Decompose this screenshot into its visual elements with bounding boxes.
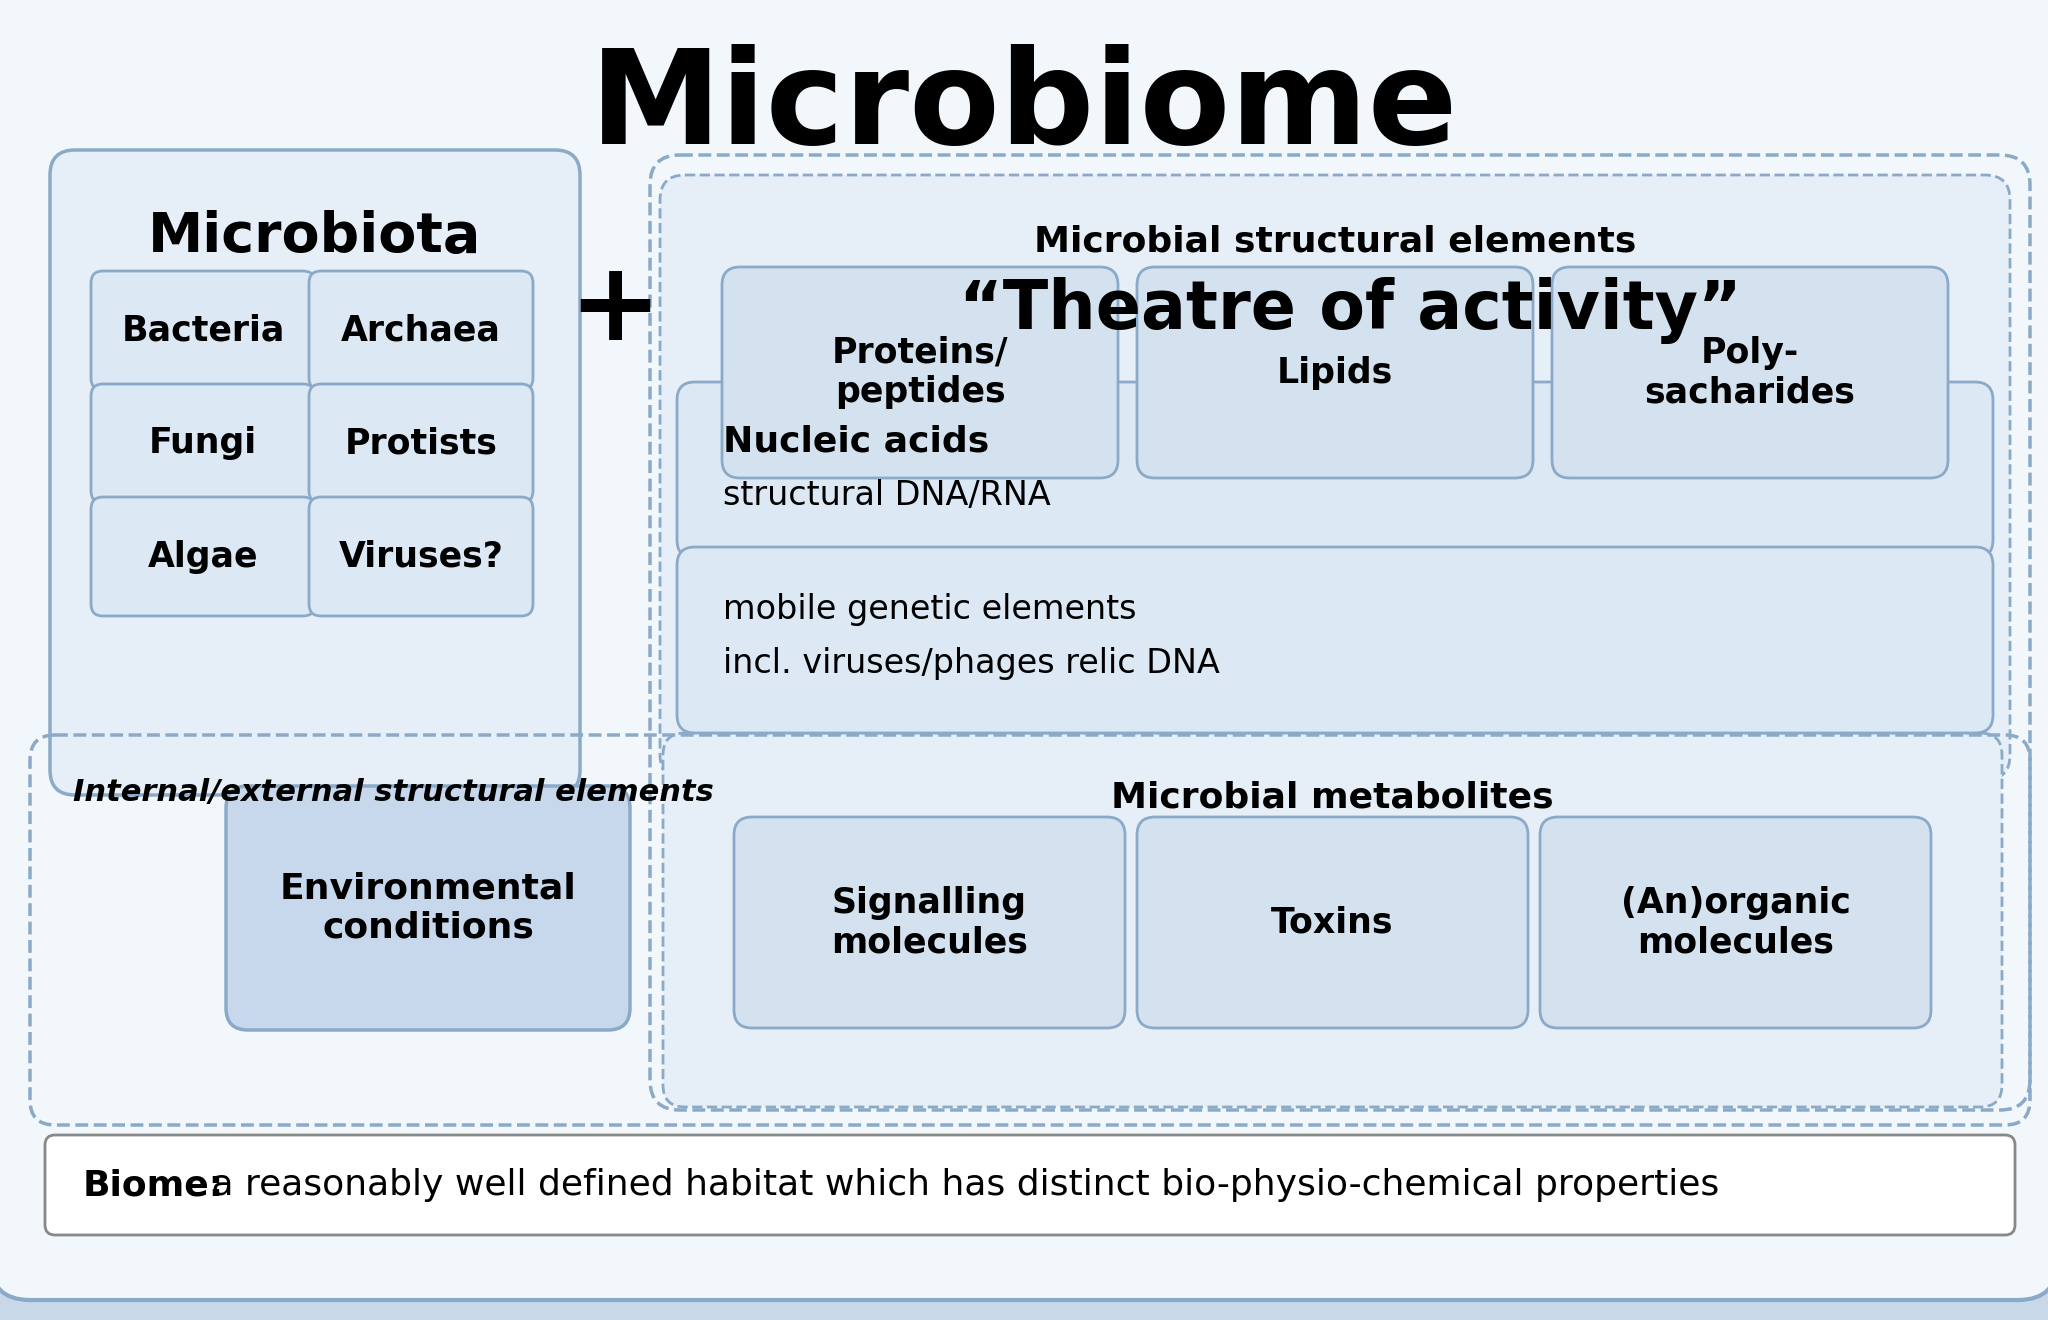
Text: Signalling
molecules: Signalling molecules	[831, 886, 1028, 960]
Text: Environmental
conditions: Environmental conditions	[281, 871, 575, 945]
Text: incl. viruses/phages relic DNA: incl. viruses/phages relic DNA	[723, 647, 1221, 680]
Text: Nucleic acids: Nucleic acids	[723, 425, 989, 459]
FancyBboxPatch shape	[309, 271, 532, 389]
FancyBboxPatch shape	[723, 267, 1118, 478]
FancyBboxPatch shape	[664, 733, 2003, 1107]
Text: Lipids: Lipids	[1276, 355, 1393, 389]
Text: +: +	[569, 256, 662, 363]
Text: Bacteria: Bacteria	[121, 314, 285, 347]
FancyBboxPatch shape	[225, 785, 631, 1030]
FancyBboxPatch shape	[45, 1135, 2015, 1236]
FancyBboxPatch shape	[90, 498, 315, 616]
Text: Viruses?: Viruses?	[338, 540, 504, 573]
Text: (An)organic
molecules: (An)organic molecules	[1620, 886, 1851, 960]
Text: Poly-
sacharides: Poly- sacharides	[1645, 335, 1855, 409]
FancyBboxPatch shape	[309, 498, 532, 616]
FancyBboxPatch shape	[733, 817, 1124, 1028]
FancyBboxPatch shape	[678, 381, 1993, 558]
Text: Fungi: Fungi	[150, 426, 258, 461]
Text: Biome:: Biome:	[84, 1168, 223, 1203]
FancyBboxPatch shape	[90, 384, 315, 503]
FancyBboxPatch shape	[1137, 267, 1534, 478]
FancyBboxPatch shape	[659, 176, 2009, 780]
Text: a reasonably well defined habitat which has distinct bio-physio-chemical propert: a reasonably well defined habitat which …	[201, 1168, 1718, 1203]
Text: Microbiota: Microbiota	[147, 210, 481, 264]
Text: Protists: Protists	[344, 426, 498, 461]
Text: Microbial metabolites: Microbial metabolites	[1112, 780, 1554, 814]
FancyBboxPatch shape	[90, 271, 315, 389]
Text: Microbial structural elements: Microbial structural elements	[1034, 224, 1636, 259]
FancyBboxPatch shape	[309, 384, 532, 503]
Text: Proteins/
peptides: Proteins/ peptides	[831, 335, 1008, 409]
Text: Internal/external structural elements: Internal/external structural elements	[74, 777, 715, 807]
Text: Algae: Algae	[147, 540, 258, 573]
FancyBboxPatch shape	[1552, 267, 1948, 478]
FancyBboxPatch shape	[678, 546, 1993, 733]
FancyBboxPatch shape	[1137, 817, 1528, 1028]
Text: Toxins: Toxins	[1272, 906, 1395, 940]
FancyBboxPatch shape	[1540, 817, 1931, 1028]
FancyBboxPatch shape	[49, 150, 580, 795]
Text: mobile genetic elements: mobile genetic elements	[723, 594, 1137, 627]
Text: Archaea: Archaea	[342, 314, 502, 347]
Text: Microbiome: Microbiome	[590, 45, 1458, 172]
Text: structural DNA/RNA: structural DNA/RNA	[723, 479, 1051, 511]
Text: “Theatre of activity”: “Theatre of activity”	[958, 276, 1741, 343]
